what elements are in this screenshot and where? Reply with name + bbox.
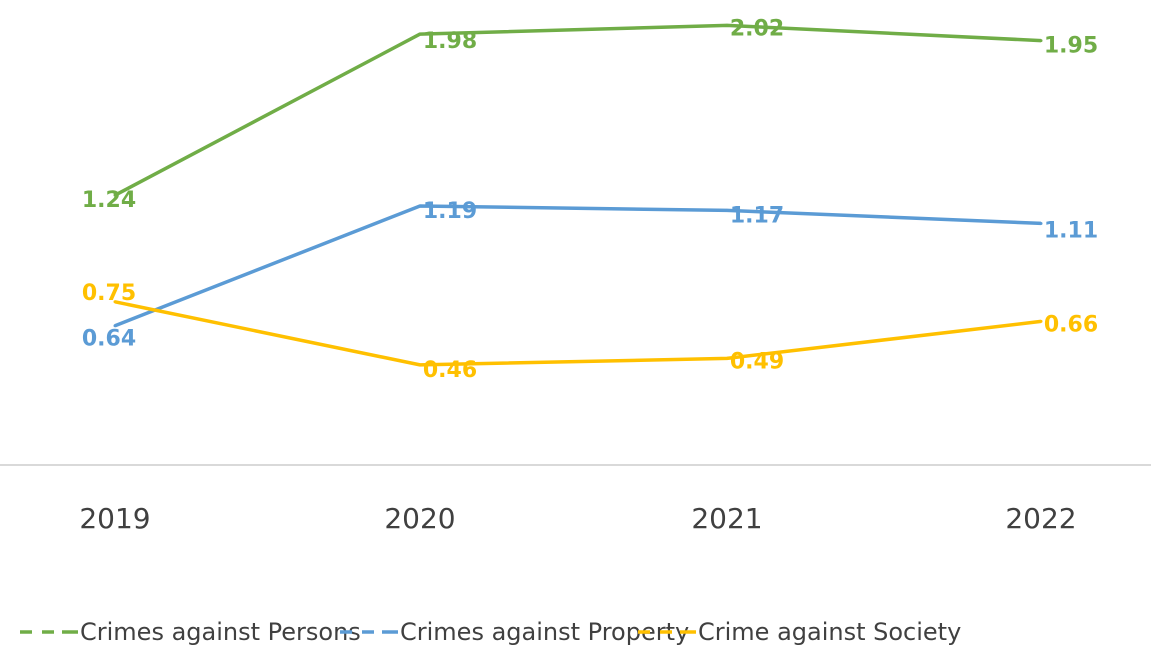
data-label: 1.24: [82, 188, 136, 213]
legend-label: Crimes against Persons: [80, 618, 361, 646]
data-point: [1039, 39, 1043, 43]
x-tick-label: 2021: [691, 502, 762, 535]
data-label: 0.64: [82, 327, 136, 352]
data-point: [418, 363, 422, 367]
data-label: 0.49: [730, 349, 784, 374]
data-point: [1039, 221, 1043, 225]
data-point: [725, 208, 729, 212]
data-label: 0.75: [82, 281, 136, 306]
data-label: 0.66: [1044, 312, 1098, 337]
legend-label: Crime against Society: [698, 618, 961, 646]
data-label: 1.11: [1044, 218, 1098, 243]
data-point: [725, 23, 729, 27]
x-tick-label: 2022: [1005, 502, 1076, 535]
data-label: 1.17: [730, 203, 784, 228]
x-tick-label: 2019: [79, 502, 150, 535]
axis-layer: 2019 2020 2021 2022: [0, 464, 1151, 535]
x-tick-label: 2020: [384, 502, 455, 535]
data-point: [113, 193, 117, 197]
data-point: [725, 356, 729, 360]
series-line-1: [114, 204, 1042, 328]
data-label: 1.95: [1044, 34, 1098, 59]
data-point: [113, 324, 117, 328]
series-line-2: [114, 300, 1042, 367]
data-label: 1.98: [423, 29, 477, 54]
data-labels-layer: 1.24 1.98 2.02 1.95 0.64 1.19 1.17 1.11 0.75 0.46…: [82, 16, 1098, 382]
legend-item-1: Crimes against Property: [340, 618, 689, 646]
legend: Crimes against Persons Crimes against Pro…: [20, 618, 961, 646]
data-label: 0.46: [423, 358, 477, 383]
legend-item-2: Crime against Society: [638, 618, 961, 646]
data-label: 2.02: [730, 16, 784, 41]
data-point: [418, 204, 422, 208]
series-line-0: [114, 23, 1042, 197]
series-layer: [113, 23, 1043, 367]
data-point: [1039, 319, 1043, 323]
data-point: [113, 300, 117, 304]
data-point: [418, 32, 422, 36]
data-label: 1.19: [423, 199, 477, 224]
legend-item-0: Crimes against Persons: [20, 618, 361, 646]
